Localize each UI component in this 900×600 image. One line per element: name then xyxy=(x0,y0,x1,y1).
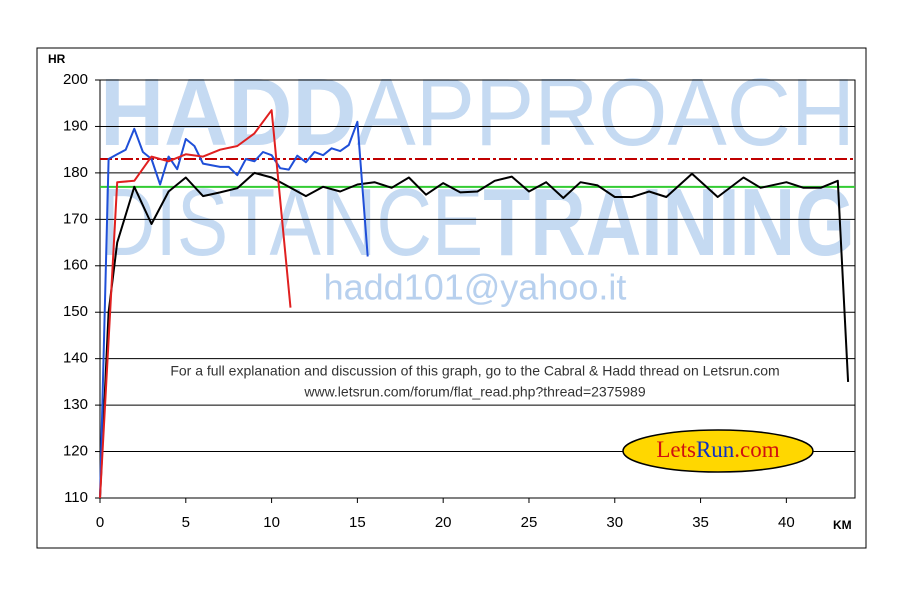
series-line xyxy=(99,109,292,499)
y-tick-label: 180 xyxy=(63,164,88,181)
x-tick-label: 10 xyxy=(263,514,280,531)
x-tick-label: 35 xyxy=(692,514,709,531)
email: hadd101@yahoo.it xyxy=(324,267,627,308)
y-tick-label: 160 xyxy=(63,257,88,274)
watermark: HADDAPPROACH DISTANCETRAINING hadd101@ya… xyxy=(100,59,855,307)
y-tick-label: 140 xyxy=(63,350,88,367)
watermark-light: DISTANCE xyxy=(100,169,483,276)
y-tick-label: 200 xyxy=(63,71,88,88)
logo-badge xyxy=(622,429,814,473)
y-tick-label: 120 xyxy=(63,443,88,460)
y-axis-title: HR xyxy=(48,52,66,66)
logo-part: Lets xyxy=(656,437,696,462)
series-line xyxy=(99,120,369,499)
y-tick-label: 110 xyxy=(64,489,88,506)
x-tick-label: 0 xyxy=(96,514,104,531)
y-tick-label: 190 xyxy=(63,117,88,134)
logo-part: Run xyxy=(696,437,735,462)
watermark-line: DISTANCETRAINING xyxy=(100,169,855,276)
watermark-bold: HADD xyxy=(100,59,357,166)
series-line xyxy=(99,171,850,499)
x-tick-label: 40 xyxy=(778,514,795,531)
x-tick-label: 5 xyxy=(182,514,190,531)
watermark-light: APPROACH xyxy=(357,59,855,166)
x-tick-label: 25 xyxy=(521,514,538,531)
x-tick-label: 15 xyxy=(349,514,366,531)
annotation: For a full explanation and discussion of… xyxy=(170,363,779,379)
y-tick-label: 130 xyxy=(63,396,88,413)
logo: LetsRun.com xyxy=(656,437,779,462)
x-tick-label: 20 xyxy=(435,514,452,531)
annotation: www.letsrun.com/forum/flat_read.php?thre… xyxy=(303,384,645,400)
y-tick-label: 170 xyxy=(63,210,88,227)
y-tick-label: 150 xyxy=(63,303,88,320)
x-axis-title: KM xyxy=(833,518,852,532)
plot-area xyxy=(95,79,856,503)
x-tick-label: 30 xyxy=(606,514,623,531)
logo-part: .com xyxy=(734,437,779,462)
watermark-line: HADDAPPROACH xyxy=(100,59,855,166)
